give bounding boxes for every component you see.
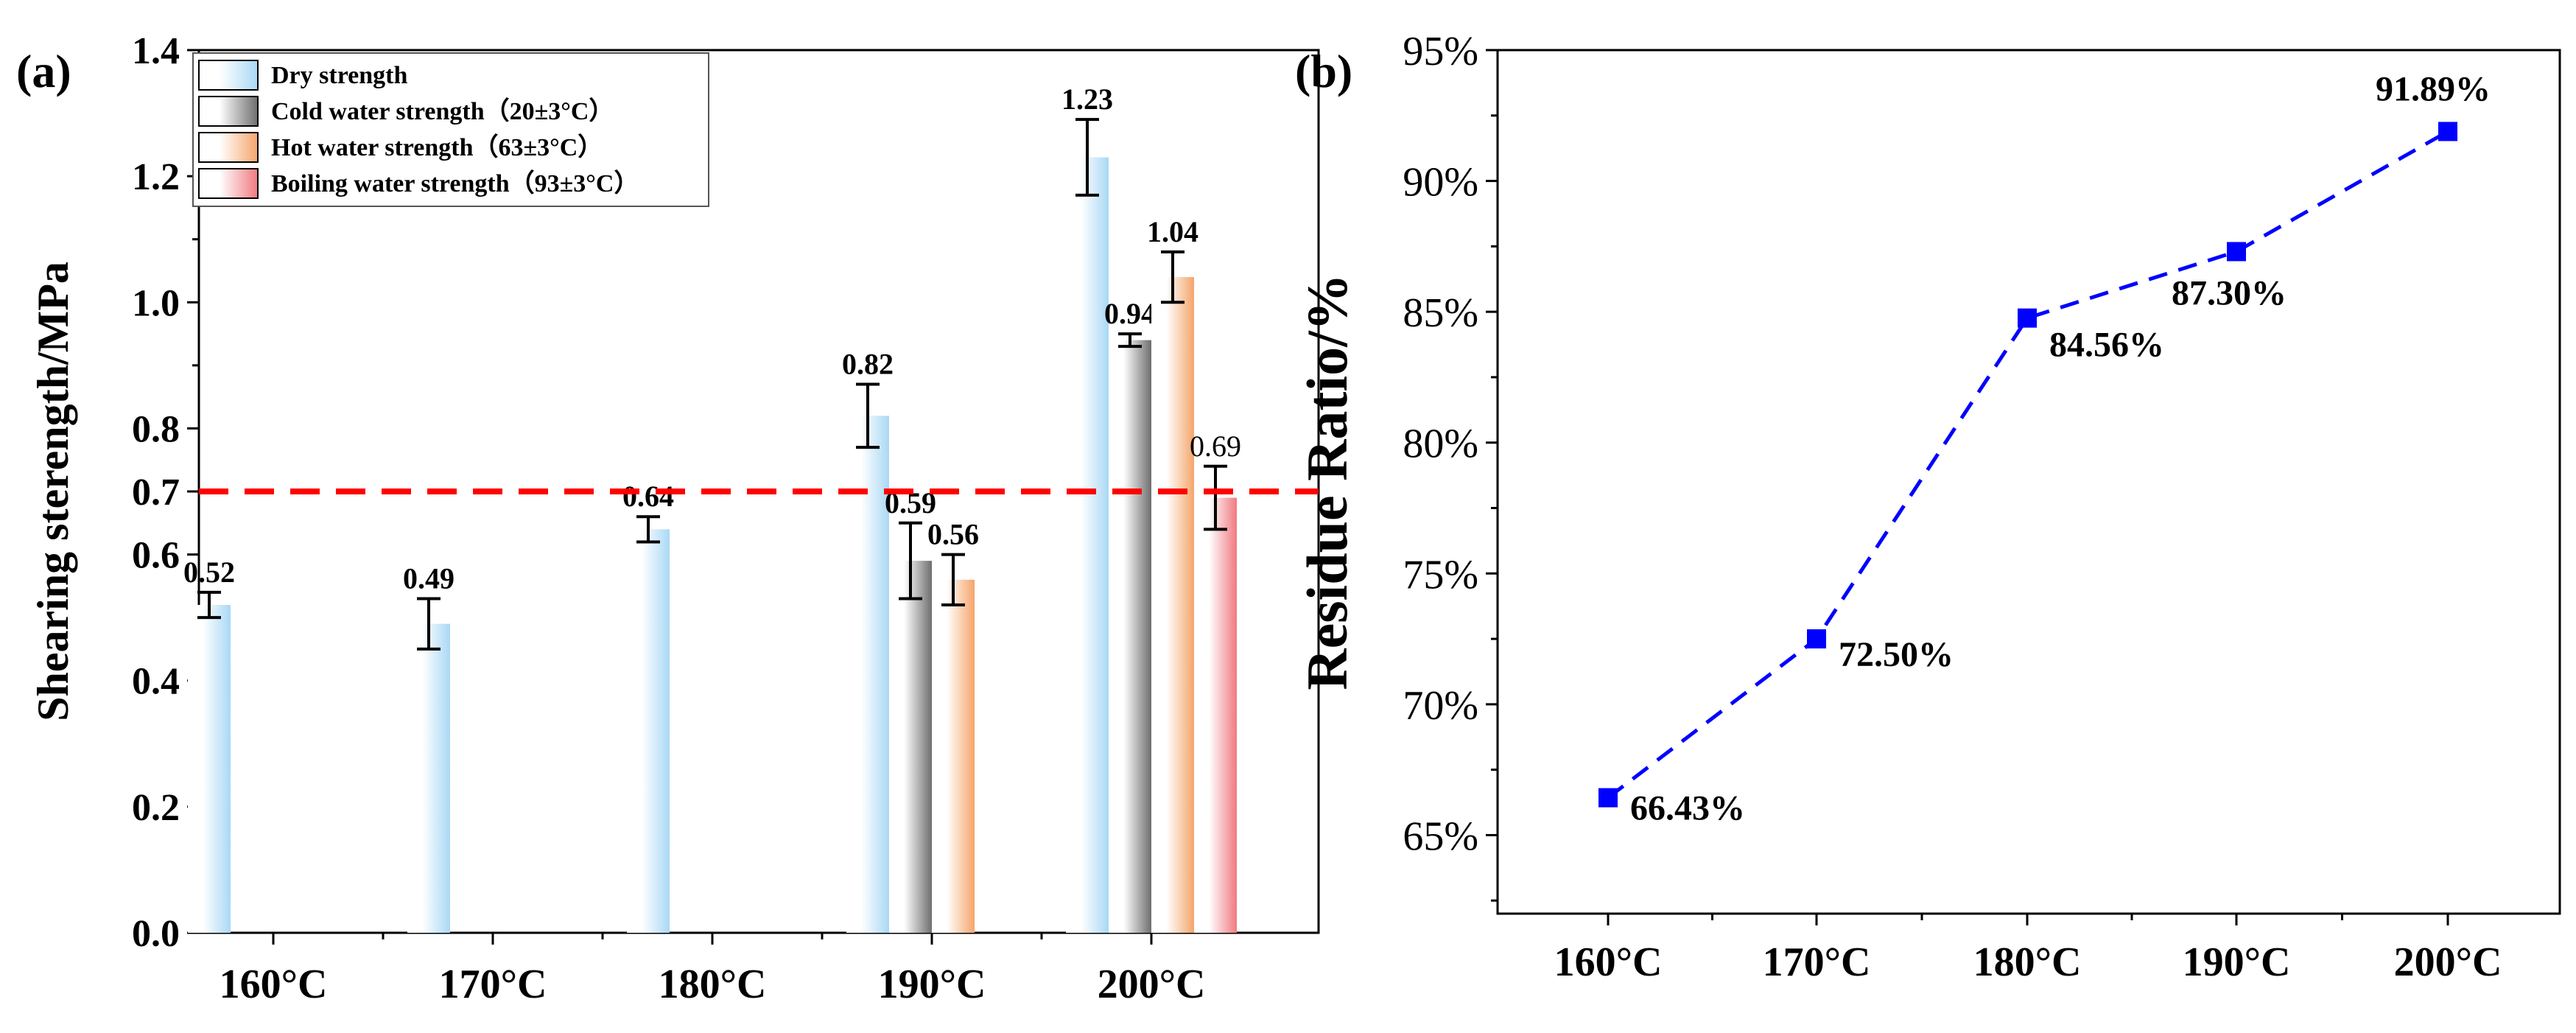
legend-label-1: Cold water strength（20±3°C） xyxy=(271,97,614,125)
bar-2-4 xyxy=(1151,277,1194,933)
x-tick-label-a: 160°C xyxy=(220,962,328,1007)
x-tick-label-a: 180°C xyxy=(659,962,767,1007)
y-tick-label-a: 0.0 xyxy=(132,913,180,955)
data-label-3-4: 0.69 xyxy=(1190,430,1241,463)
legend-label-0: Dry strength xyxy=(271,62,407,89)
data-label-2-4: 1.04 xyxy=(1147,215,1198,248)
data-label-1-4: 0.94 xyxy=(1104,297,1156,330)
bar-0-4 xyxy=(1066,157,1109,933)
bar-1-4 xyxy=(1109,340,1151,934)
y-axis-title-a: Shearing sterength/MPa xyxy=(29,262,77,721)
legend-swatch-3 xyxy=(198,168,259,199)
marker-b-1 xyxy=(1807,629,1826,649)
y-tick-label-b: 95% xyxy=(1403,29,1478,74)
bar-0-2 xyxy=(627,529,670,933)
y-tick-label-a: 1.2 xyxy=(132,156,180,198)
marker-b-3 xyxy=(2227,242,2246,262)
data-label-0-4: 1.23 xyxy=(1061,83,1113,116)
x-tick-label-b: 180°C xyxy=(1973,939,2082,985)
y-tick-label-a: 0.8 xyxy=(132,408,180,450)
x-tick-label-b: 200°C xyxy=(2394,939,2502,985)
legend-swatch-2 xyxy=(198,132,259,163)
bar-3-4 xyxy=(1194,497,1237,933)
data-label-b-3: 87.30% xyxy=(2172,273,2287,312)
bar-2-3 xyxy=(932,579,975,933)
bar-0-3 xyxy=(846,416,889,933)
bar-0-1 xyxy=(407,623,450,933)
legend-swatch-0 xyxy=(198,60,259,91)
series-line-b xyxy=(1607,130,2449,799)
y-tick-label-b: 75% xyxy=(1403,552,1478,598)
y-tick-label-a: 0.4 xyxy=(132,661,180,703)
plot-frame-b xyxy=(1496,49,2561,915)
data-label-0-1: 0.49 xyxy=(403,561,455,595)
y-tick-label-b: 90% xyxy=(1403,160,1478,206)
panel-label-a: (a) xyxy=(16,45,71,97)
data-label-0-3: 0.82 xyxy=(842,348,894,381)
marker-b-4 xyxy=(2438,122,2457,141)
y-tick-label-a: 0.6 xyxy=(132,535,180,577)
y-tick-label-b: 85% xyxy=(1403,290,1478,336)
marker-b-0 xyxy=(1598,788,1618,808)
y-tick-label-a: 0.2 xyxy=(132,787,180,829)
y-tick-label-a: 1.4 xyxy=(132,30,180,72)
x-tick-label-b: 190°C xyxy=(2183,939,2291,985)
data-label-0-2: 0.64 xyxy=(622,480,674,513)
panel-a: 0.0 0.2 0.4 0.6 0.7 0.8 1.0 1.2 1.4 160°C 170°C 180… xyxy=(16,30,1320,1007)
legend-box-a xyxy=(192,52,709,207)
x-tick-label-a: 200°C xyxy=(1098,962,1206,1007)
data-label-b-2: 84.56% xyxy=(2049,326,2164,365)
legend-label-2: Hot water strength（63±3°C） xyxy=(271,133,603,161)
x-tick-label-b: 170°C xyxy=(1763,939,1871,985)
data-label-b-4: 91.89% xyxy=(2376,69,2491,108)
y-tick-label-b: 70% xyxy=(1403,683,1478,729)
data-label-2-3: 0.56 xyxy=(927,518,979,551)
marker-b-2 xyxy=(2018,308,2037,328)
panel-label-b: (b) xyxy=(1295,45,1352,97)
y-tick-label-b: 80% xyxy=(1403,421,1478,467)
y-tick-label-b: 65% xyxy=(1403,813,1478,859)
y-axis-title-b: Residue Ratio/% xyxy=(1295,273,1359,690)
bar-0-0 xyxy=(188,605,231,933)
legend-swatch-1 xyxy=(198,96,259,127)
x-tick-label-b: 160°C xyxy=(1554,939,1663,985)
data-label-b-1: 72.50% xyxy=(1839,635,1954,674)
y-tick-label-a: 1.0 xyxy=(132,282,180,324)
data-label-b-0: 66.43% xyxy=(1630,789,1745,828)
bar-1-3 xyxy=(889,561,932,933)
x-tick-label-a: 190°C xyxy=(878,962,986,1007)
panel-b: 65% 70% 75% 80% 85% 90% 95% 160°C 170°C 180°C 190°… xyxy=(1295,29,2561,985)
data-label-0-0: 0.52 xyxy=(183,556,235,589)
y-tick-label-a: 0.7 xyxy=(132,472,180,514)
legend-label-3: Boiling water strength（93±3°C） xyxy=(271,169,639,197)
x-tick-label-a: 170°C xyxy=(439,962,547,1007)
